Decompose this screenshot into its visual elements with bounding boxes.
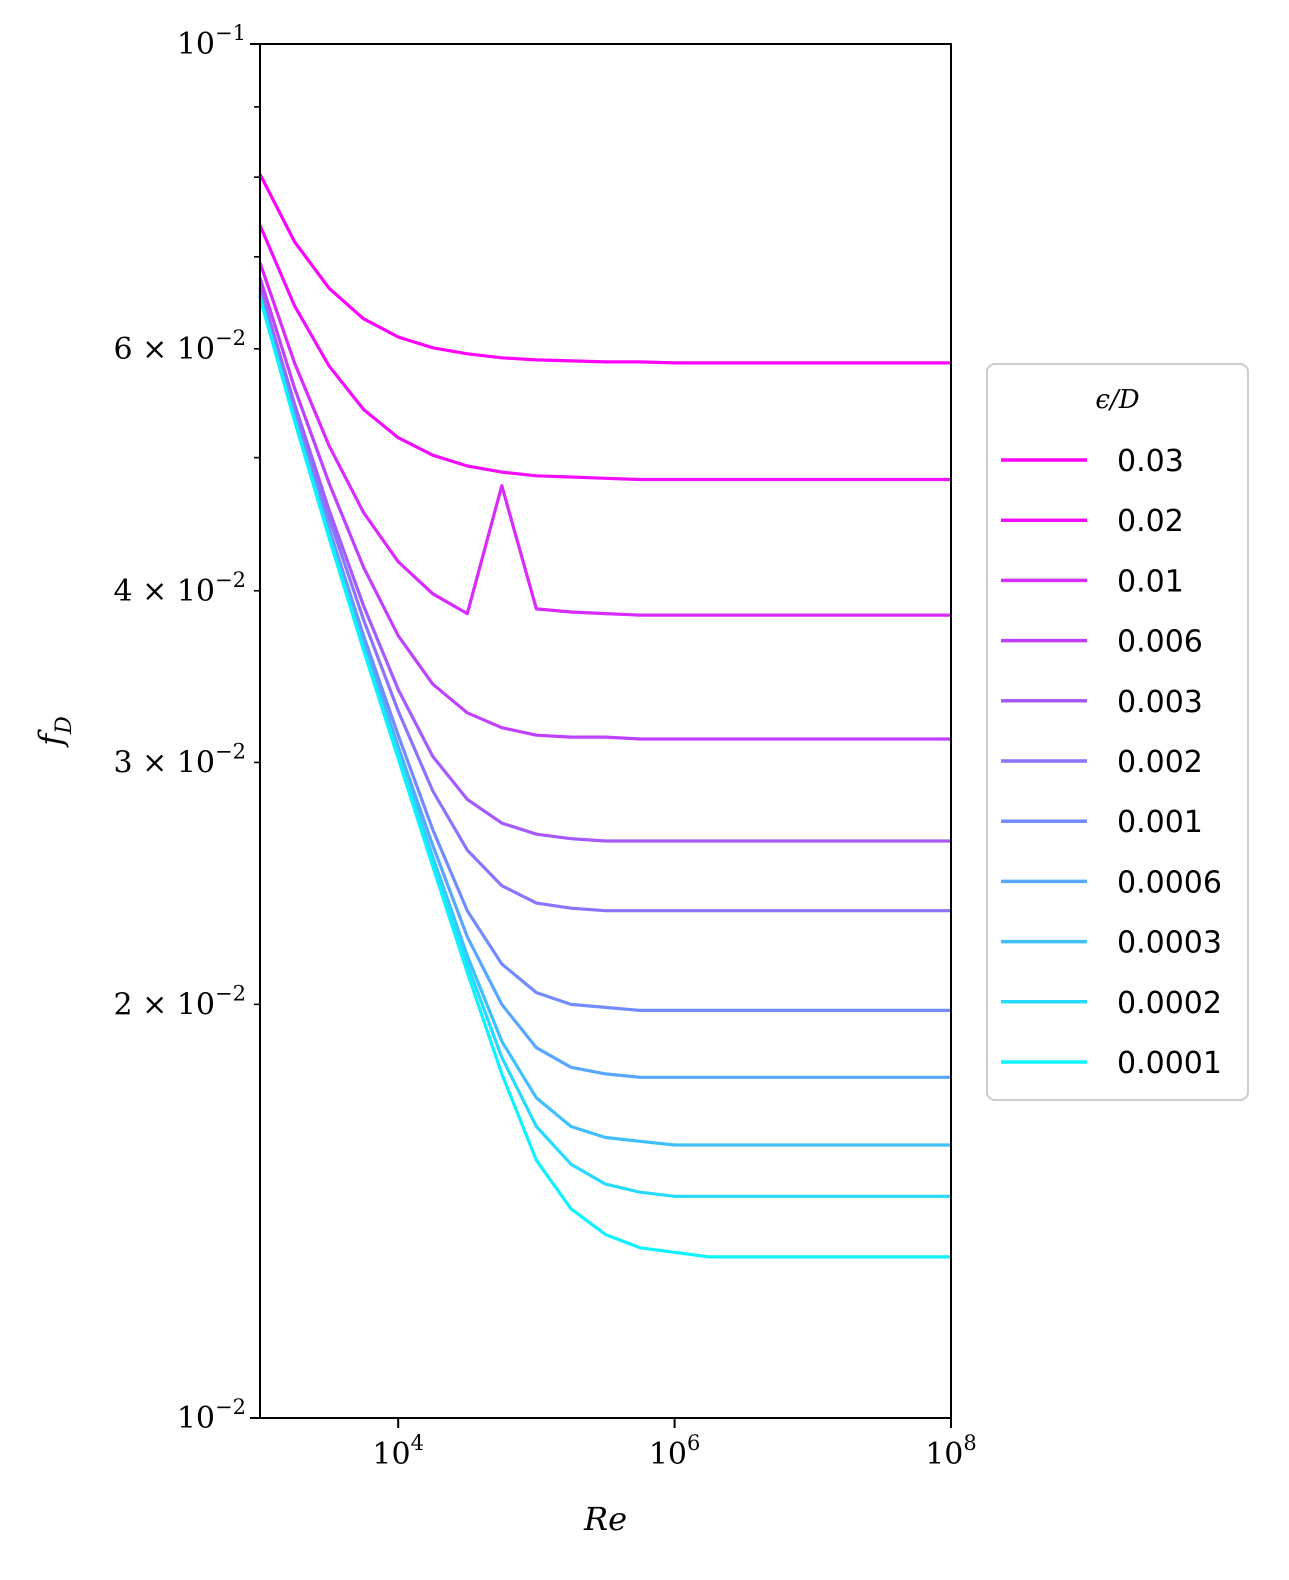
y-minor-tick-label-0: 6 × 10−2 [114, 326, 246, 367]
series-line-4 [258, 286, 951, 843]
legend-title: ϵ/D [1095, 385, 1139, 415]
plot-area [258, 173, 951, 1259]
series-line-8 [258, 296, 951, 1147]
series-line-9 [258, 296, 951, 1198]
y-axis: 10−1 10−2 6 × 10−2 4 × 10−2 3 × 10−2 2 × 10−2 [114, 21, 260, 1436]
series-line-10 [258, 296, 951, 1259]
legend-label-2: 0.01 [1117, 564, 1184, 599]
y-major-tick-label-0: 10−1 [177, 21, 246, 62]
x-tick-label-0: 104 [372, 1431, 424, 1472]
series-line-5 [258, 289, 951, 913]
y-minor-tick-label-1: 4 × 10−2 [114, 568, 246, 609]
y-minor-tick-label-2: 3 × 10−2 [114, 739, 246, 780]
legend-label-5: 0.002 [1117, 745, 1203, 780]
legend-label-9: 0.0002 [1117, 986, 1222, 1021]
legend-label-0: 0.03 [1117, 444, 1184, 479]
y-major-tick-label-1: 10−2 [177, 1395, 246, 1436]
x-axis: 104 106 108 [372, 1418, 977, 1472]
legend-box [986, 363, 1249, 1101]
legend-label-4: 0.003 [1117, 685, 1203, 720]
y-minor-tick-label-3: 2 × 10−2 [114, 981, 246, 1022]
series-line-2 [258, 262, 951, 617]
series-line-0 [258, 173, 951, 365]
legend-label-1: 0.02 [1117, 504, 1184, 539]
legend: ϵ/D 0.03 0.02 0.01 0.006 0.003 0.002 0.001 0.000… [986, 363, 1249, 1101]
legend-label-6: 0.001 [1117, 805, 1203, 840]
x-tick-label-2: 108 [925, 1431, 977, 1472]
series-line-6 [258, 293, 951, 1013]
legend-label-8: 0.0003 [1117, 926, 1222, 961]
x-axis-label: Re [583, 1500, 627, 1538]
x-tick-label-1: 106 [649, 1431, 701, 1472]
series-line-3 [258, 277, 951, 741]
legend-label-3: 0.006 [1117, 625, 1203, 660]
plot-frame [259, 43, 952, 1419]
legend-label-10: 0.0001 [1117, 1046, 1222, 1081]
y-axis-label: fD [32, 716, 77, 748]
series-line-7 [258, 295, 951, 1079]
legend-label-7: 0.0006 [1117, 865, 1222, 900]
series-line-1 [258, 224, 951, 482]
